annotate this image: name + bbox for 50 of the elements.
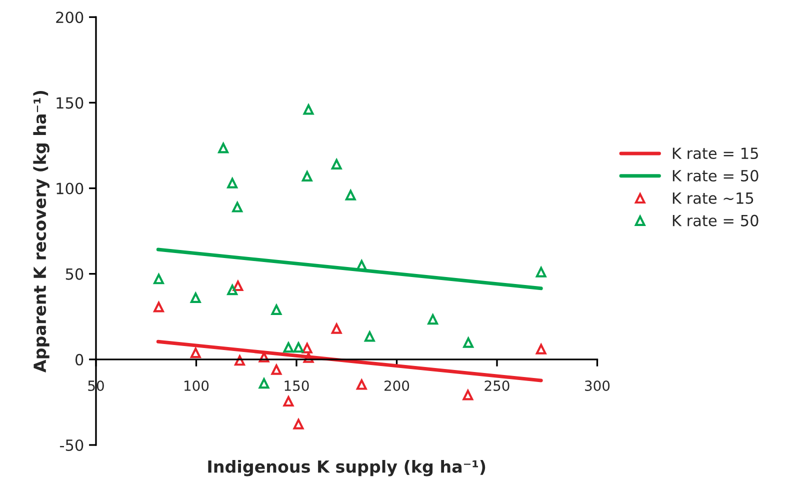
point: [232, 280, 244, 292]
point: [364, 331, 375, 342]
point: [227, 284, 238, 296]
y-tick-label: 150: [56, 97, 84, 109]
y-tick-label: 100: [56, 182, 84, 194]
point: [258, 352, 270, 362]
point: [303, 352, 314, 363]
point: [293, 342, 304, 353]
x-tick-label: 300: [585, 380, 610, 391]
point: [536, 266, 546, 278]
point: [190, 292, 201, 304]
y-tick-label: -50: [60, 439, 84, 452]
y-tick-label: 50: [66, 268, 84, 280]
point: [303, 104, 314, 115]
point: [283, 396, 294, 407]
point: [536, 344, 546, 354]
x-tick-label: 250: [484, 380, 510, 391]
point: [345, 190, 356, 200]
point: [271, 364, 282, 375]
point: [462, 390, 474, 400]
legend-label: K rate = 50: [672, 170, 758, 182]
point: [293, 418, 304, 430]
point: [428, 314, 438, 325]
point: [258, 378, 270, 389]
x-tick-label: 100: [184, 380, 209, 391]
y-tick-label: 0: [75, 354, 84, 366]
x-tick-label: 150: [284, 380, 309, 391]
point: [232, 202, 243, 212]
point: [190, 348, 201, 358]
point: [356, 260, 367, 270]
legend-label: K rate ~15: [672, 192, 754, 204]
point: [227, 178, 238, 188]
legend-label: K rate = 50: [672, 214, 758, 226]
x-tick-label: 200: [384, 380, 410, 391]
point: [154, 302, 164, 312]
point: [234, 355, 245, 366]
point: [302, 342, 312, 354]
point: [356, 379, 367, 390]
point: [283, 342, 294, 353]
point: [331, 323, 342, 334]
x-axis-title: Indigenous K supply (kg ha⁻¹): [208, 460, 486, 476]
point: [271, 304, 282, 315]
y-axis-title: Apparent K recovery (kg ha⁻¹): [33, 90, 50, 372]
point: [154, 274, 164, 284]
point: [331, 159, 342, 170]
point: [302, 171, 312, 182]
y-tick-label: 200: [56, 12, 84, 24]
legend-label: K rate = 15: [672, 148, 758, 160]
point: [218, 142, 229, 154]
point: [463, 337, 474, 348]
